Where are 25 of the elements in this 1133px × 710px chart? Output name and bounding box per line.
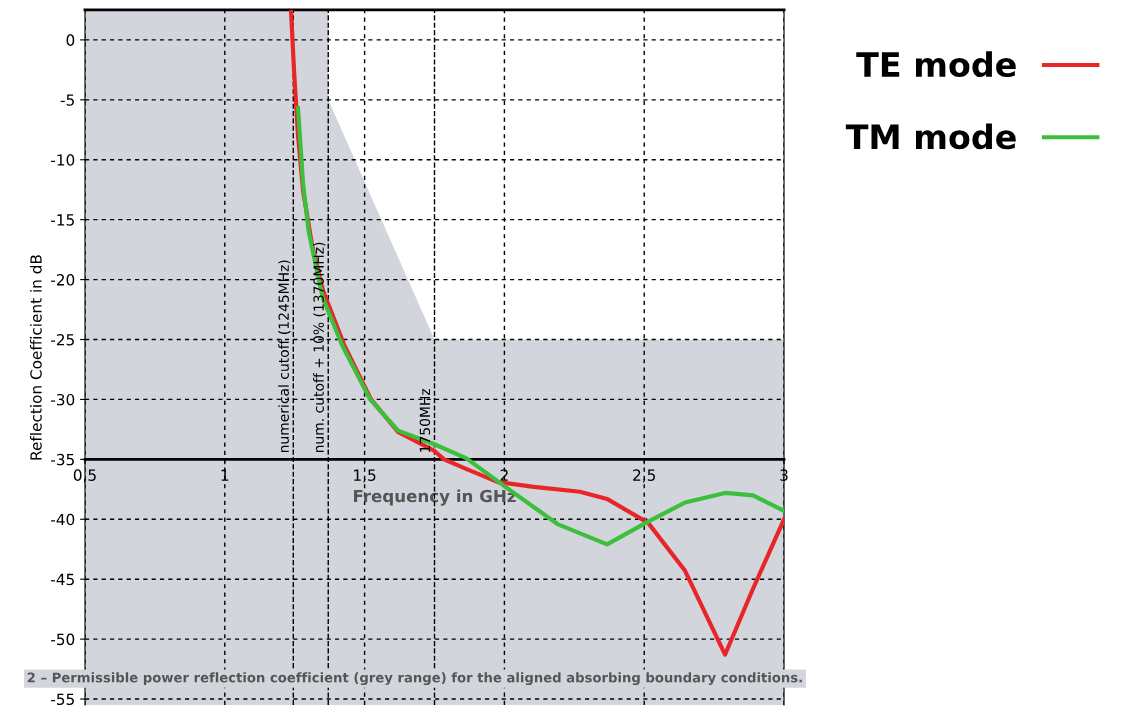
x-tick-label: 1 bbox=[221, 469, 229, 481]
x-tick-label: 2,5 bbox=[633, 469, 656, 483]
ref-line-label: num. cutoff + 10% (1370MHz) bbox=[313, 242, 326, 453]
y-axis-title: Reflection Coefficient in dB bbox=[29, 255, 42, 460]
x-tick-label: 3 bbox=[780, 469, 788, 481]
y-tick-label: -55 bbox=[51, 693, 74, 706]
y-tick-label: -35 bbox=[51, 453, 74, 466]
y-tick-label: -30 bbox=[51, 393, 75, 406]
y-tick-label: -25 bbox=[51, 333, 74, 346]
y-tick-label: -50 bbox=[51, 633, 75, 646]
ref-line-label: numerical cutoff (1245MHz) bbox=[278, 260, 291, 453]
annotation: 2 – Permissible power reflection coefficient (grey range) for the aligned absorbing boundary conditions. bbox=[27, 672, 802, 686]
x-tick-label: 0,5 bbox=[73, 469, 96, 483]
y-tick-label: -20 bbox=[51, 274, 75, 286]
y-tick-label: -15 bbox=[51, 214, 74, 226]
y-tick-label: -40 bbox=[51, 513, 75, 526]
x-axis-title: Frequency in GHz bbox=[354, 489, 516, 506]
legend-label: TE mode bbox=[856, 51, 1016, 78]
x-tick-label: 1,5 bbox=[354, 469, 376, 483]
y-tick-label: -45 bbox=[51, 573, 74, 586]
legend-label: TM mode bbox=[845, 123, 1016, 150]
ref-line-label: 1750MHz bbox=[419, 388, 431, 452]
y-tick-label: -5 bbox=[60, 94, 74, 106]
y-tick-label: 0 bbox=[66, 34, 75, 46]
y-tick-label: -10 bbox=[51, 154, 75, 166]
